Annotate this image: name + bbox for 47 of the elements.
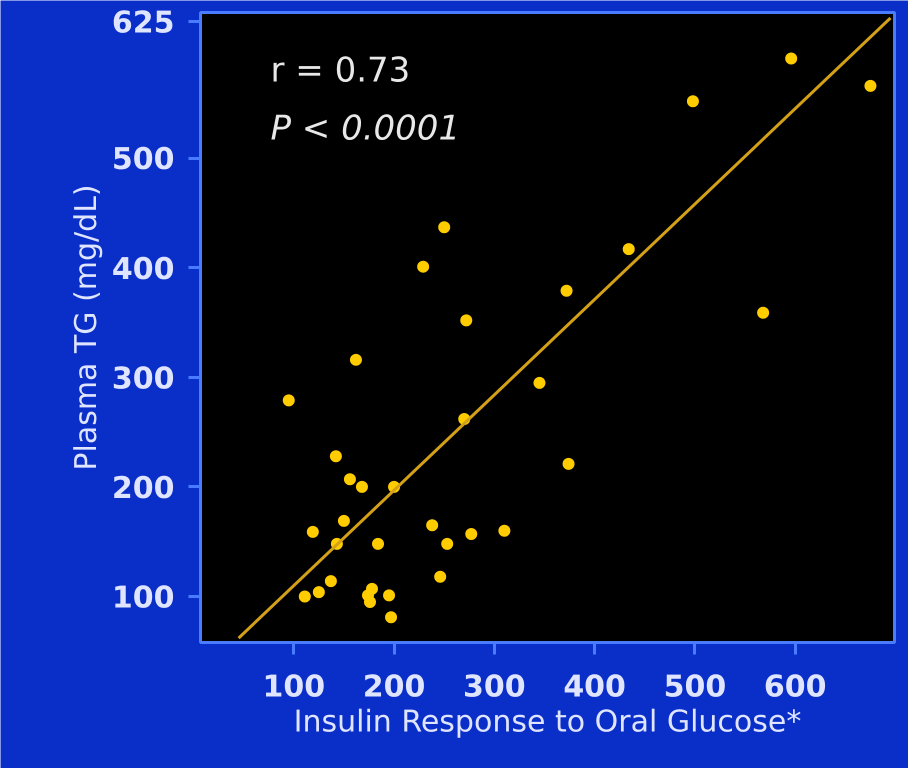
point: [560, 284, 573, 297]
x-tick-label: 600: [764, 670, 827, 704]
point: [312, 586, 325, 598]
point: [350, 354, 362, 366]
annotation: P < 0.0001: [270, 108, 460, 148]
point: [562, 458, 575, 470]
y-tick-label: 625: [112, 5, 175, 40]
point: [460, 314, 472, 326]
point: [686, 95, 699, 108]
point: [622, 243, 635, 256]
point: [385, 611, 398, 624]
point: [426, 519, 438, 532]
y-tick-label: 100: [112, 580, 175, 616]
annotation: r = 0.73: [270, 50, 410, 90]
x-tick-label: 100: [262, 670, 326, 704]
point: [417, 260, 430, 273]
point: [441, 538, 454, 550]
point: [298, 590, 311, 602]
point: [306, 526, 319, 538]
point: [364, 596, 376, 608]
point: [366, 582, 378, 595]
point: [356, 480, 368, 493]
x-axis-title: Insulin Response to Oral Glucose*: [294, 704, 802, 740]
x-tick-label: 400: [563, 670, 626, 704]
point: [330, 450, 342, 462]
point: [434, 570, 446, 583]
y-tick-label: 400: [112, 252, 175, 287]
x-tick-label: 500: [664, 670, 726, 704]
point: [344, 473, 356, 486]
x-tick-label: 300: [463, 670, 526, 704]
point: [864, 80, 876, 92]
y-tick-label: 500: [112, 142, 175, 178]
point: [757, 306, 770, 319]
point: [465, 528, 478, 540]
point: [533, 376, 546, 389]
point: [282, 394, 295, 406]
y-tick-label: 200: [112, 470, 175, 506]
y-tick-label: 300: [112, 361, 175, 396]
x-tick-label: 200: [362, 670, 426, 704]
point: [383, 589, 396, 602]
point: [338, 514, 350, 527]
point: [785, 52, 798, 65]
point: [372, 538, 384, 550]
point: [324, 575, 337, 588]
point: [438, 221, 450, 234]
point: [498, 524, 510, 537]
y-axis-title: Plasma TG (mg/dL): [68, 184, 104, 471]
